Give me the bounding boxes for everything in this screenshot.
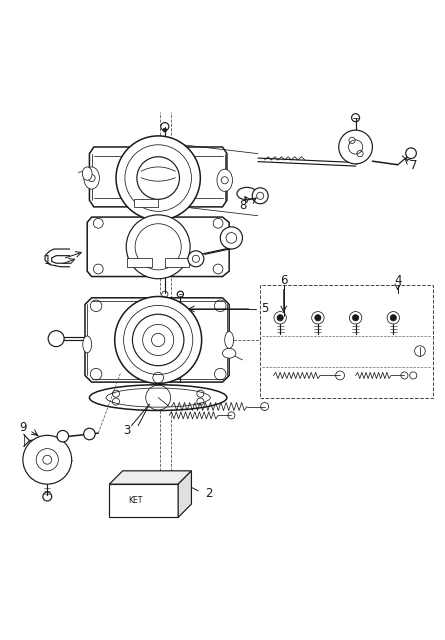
Text: 8: 8 [239,199,246,212]
Circle shape [188,251,204,267]
Ellipse shape [225,332,234,348]
Text: 7: 7 [409,159,417,172]
Circle shape [220,227,243,249]
Circle shape [163,129,166,132]
Text: 6: 6 [280,275,287,287]
Circle shape [116,136,200,220]
Text: 1: 1 [44,253,51,267]
Text: 9: 9 [19,421,27,434]
Ellipse shape [217,169,232,191]
Circle shape [23,435,72,484]
Text: KET: KET [128,496,143,505]
Bar [127,258,151,267]
Text: 3: 3 [123,424,131,437]
Circle shape [390,315,396,321]
Circle shape [277,315,283,321]
Text: 4: 4 [394,275,401,287]
Circle shape [252,188,268,204]
Circle shape [84,428,95,440]
Bar [109,484,178,517]
Bar [165,258,189,267]
Polygon shape [89,147,227,207]
Text: 2: 2 [206,488,213,500]
Circle shape [339,130,372,164]
Ellipse shape [222,348,236,358]
Circle shape [57,431,69,442]
Ellipse shape [84,167,99,189]
Ellipse shape [83,336,92,353]
Circle shape [126,215,190,279]
Circle shape [137,157,179,199]
Circle shape [315,315,321,321]
Circle shape [48,331,64,347]
Polygon shape [178,471,191,517]
Polygon shape [109,471,191,484]
Bar [134,199,158,207]
Polygon shape [85,298,229,382]
Circle shape [133,314,184,365]
Ellipse shape [237,188,257,200]
Circle shape [352,315,359,321]
Circle shape [115,296,202,383]
Ellipse shape [89,385,227,410]
Circle shape [406,148,417,159]
Text: 5: 5 [261,303,268,316]
Polygon shape [87,217,229,276]
Ellipse shape [82,167,92,180]
